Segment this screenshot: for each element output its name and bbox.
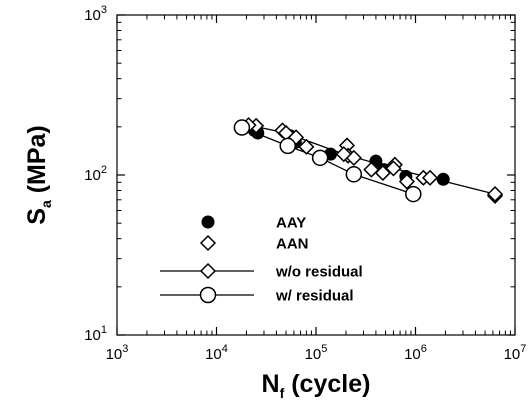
x-axis-title-subscript: f: [280, 385, 285, 401]
x-tick-label: 104: [205, 343, 228, 363]
data-point-w-residual: [345, 166, 363, 183]
data-point-w-residual: [311, 149, 329, 167]
x-tick-label-exponent: 4: [222, 343, 228, 355]
x-tick-label-base: 10: [404, 346, 421, 363]
y-tick-label-base: 10: [84, 167, 101, 184]
y-tick-label-base: 10: [84, 327, 101, 344]
y-axis-title-main: S: [23, 208, 51, 225]
x-tick-label: 105: [305, 343, 328, 363]
y-tick-label: 101: [84, 324, 107, 344]
x-tick-label-base: 10: [205, 346, 222, 363]
x-tick-label-exponent: 6: [421, 343, 427, 355]
y-tick-label: 103: [84, 4, 107, 24]
legend-label: w/o residual: [275, 264, 363, 281]
legend-label: AAN: [276, 236, 309, 253]
x-axis-title-main: N: [262, 370, 280, 398]
x-tick-label: 106: [404, 343, 427, 363]
y-tick-label-exponent: 3: [101, 4, 107, 16]
plot-frame: [116, 14, 516, 336]
data-point-aan: [374, 164, 391, 182]
y-tick-label-base: 10: [84, 7, 101, 24]
x-tick-label: 107: [504, 343, 527, 363]
y-tick-label-exponent: 1: [101, 324, 107, 336]
data-point-w-o-residual: [486, 186, 504, 203]
x-tick-label-exponent: 7: [520, 343, 526, 355]
series-layer: [233, 117, 504, 204]
legend-marker: [199, 262, 217, 280]
legend-label: w/ residual: [275, 288, 354, 305]
x-tick-label-exponent: 3: [122, 343, 128, 355]
data-point-w-o-residual: [335, 146, 352, 163]
legend: AAY AAN w/o residual w/ residual: [160, 215, 363, 305]
x-tick-label-base: 10: [504, 346, 521, 363]
data-point-w-o-residual: [421, 169, 439, 186]
y-axis-title-subscript: a: [38, 200, 54, 208]
legend-marker: [199, 286, 217, 304]
y-axis-title: Sa (MPa): [23, 125, 54, 224]
data-point-w-residual: [233, 119, 251, 136]
y-tick-label-exponent: 2: [101, 164, 107, 176]
x-tick-label-exponent: 5: [321, 343, 327, 355]
legend-label: AAY: [276, 215, 306, 232]
legend-marker: [199, 234, 217, 252]
data-point-aay: [436, 172, 450, 186]
data-point-w-residual: [279, 137, 296, 155]
x-axis-title: Nf (cycle): [262, 370, 371, 401]
y-axis-title-rest: (MPa): [23, 125, 51, 200]
x-tick-label-base: 10: [305, 346, 322, 363]
data-point-w-o-residual: [385, 160, 402, 177]
data-point-aan: [363, 161, 380, 178]
x-axis-title-rest: (cycle): [284, 370, 370, 398]
data-point-aan: [398, 173, 415, 190]
y-tick-label: 102: [84, 164, 107, 184]
x-tick-label-base: 10: [106, 346, 123, 363]
x-tick-label: 103: [106, 343, 129, 363]
data-point-w-residual: [405, 185, 422, 203]
legend-marker: [201, 215, 215, 229]
data-point-aan: [298, 138, 315, 155]
